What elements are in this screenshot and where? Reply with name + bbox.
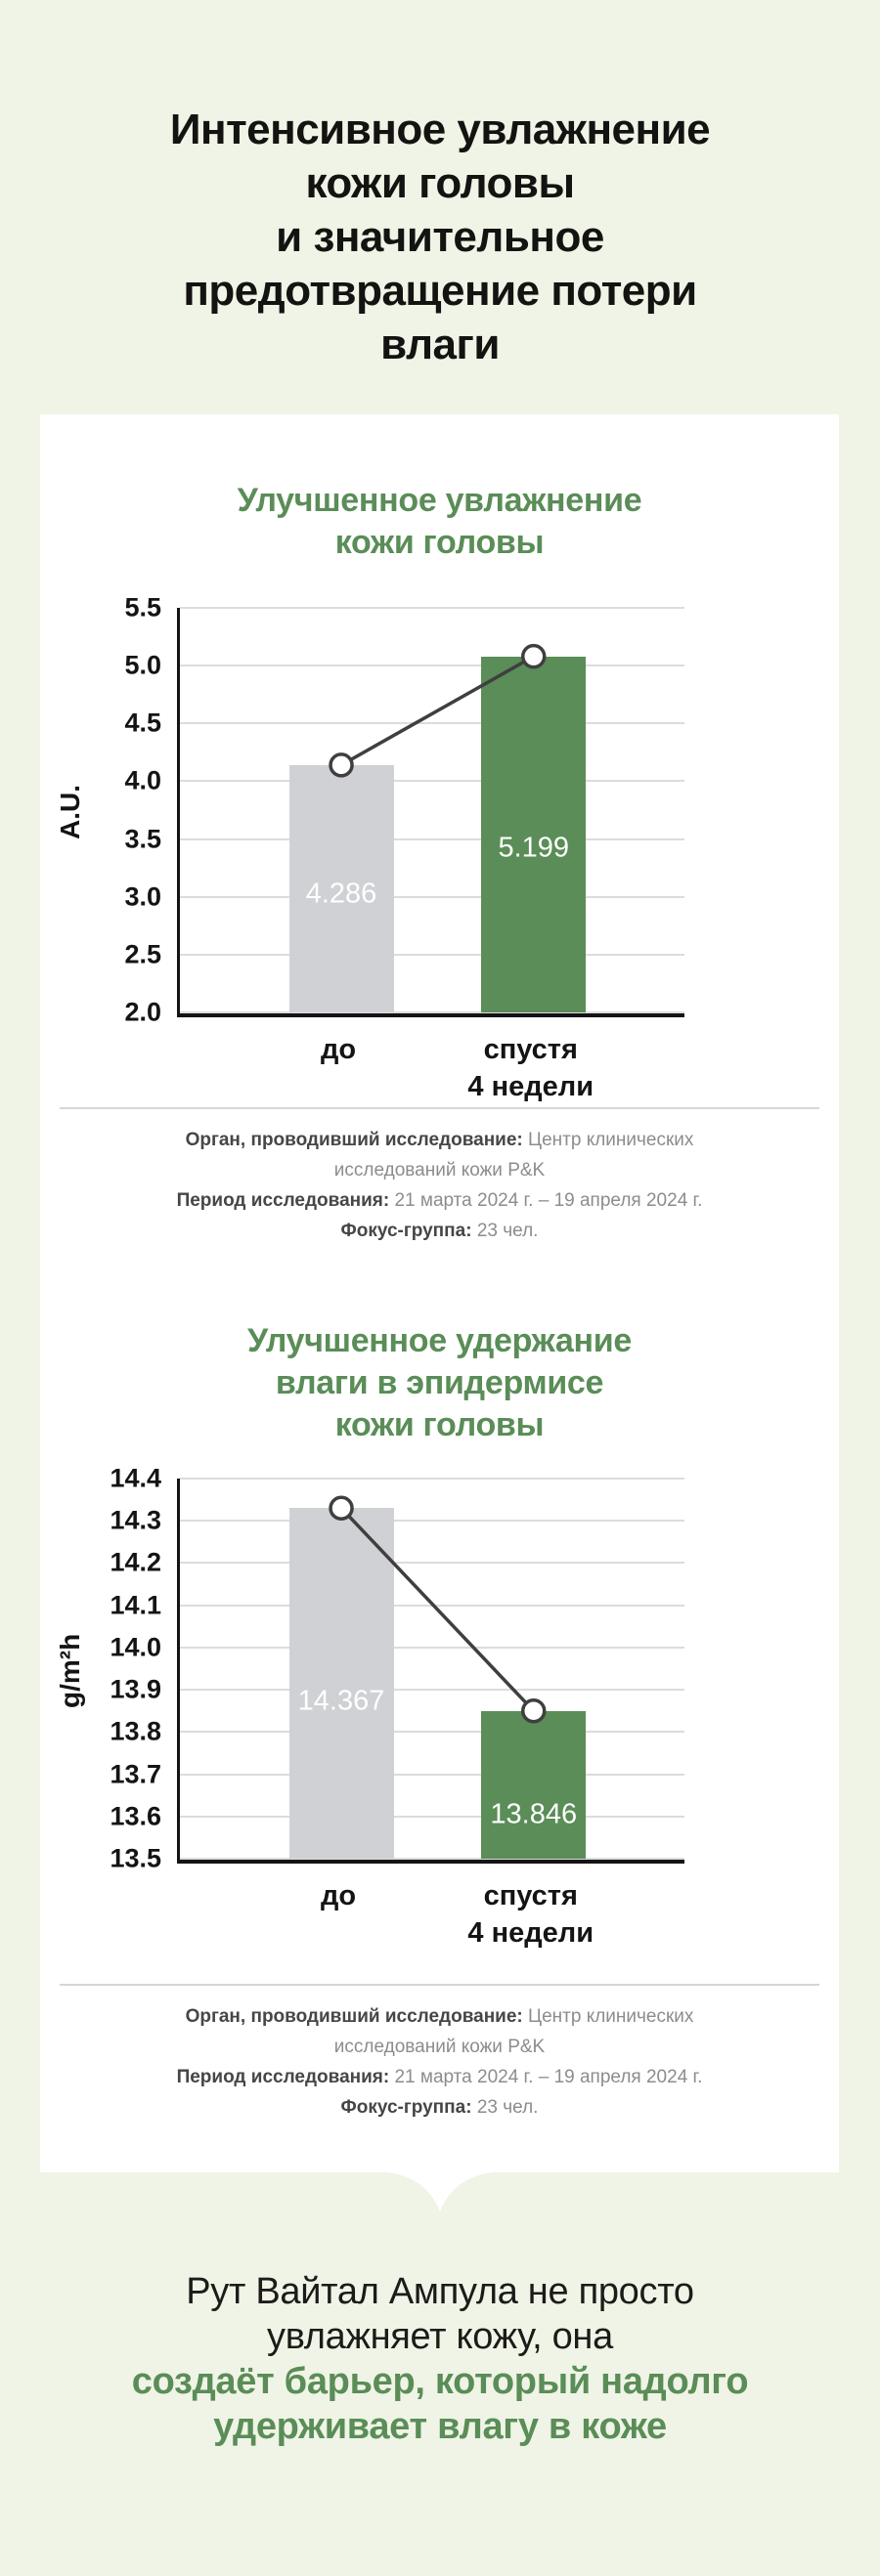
y-tick-label: 13.7 bbox=[110, 1759, 161, 1789]
gridline bbox=[180, 953, 684, 956]
divider bbox=[60, 1984, 819, 1986]
moisture-retention-bar-chart: g/m²h 14.4 14.3 14.2 14.1 14.0 13.9 13.8 13.7 13… bbox=[40, 1465, 839, 1984]
y-tick-label: 13.6 bbox=[110, 1801, 161, 1831]
bar-value-label: 4.286 bbox=[305, 878, 377, 909]
x-tick-label: до bbox=[320, 1034, 357, 1065]
gridline bbox=[180, 607, 684, 609]
study-info-line: Период исследования: 21 марта 2024 г. – … bbox=[147, 1185, 733, 1216]
study-info-line: Орган, проводивший исследование: Центр к… bbox=[147, 2001, 733, 2062]
gridline bbox=[180, 1858, 684, 1860]
footer-text-green: создаёт барьер, который надолго удержива… bbox=[131, 2361, 749, 2447]
gridline bbox=[180, 1478, 684, 1480]
footer-section: Рут Вайтал Ампула не просто увлажняет ко… bbox=[0, 2172, 880, 2449]
study-info-value: 23 чел. bbox=[471, 2097, 539, 2118]
study-info-label: Период исследования: bbox=[176, 2067, 390, 2087]
gridline bbox=[180, 780, 684, 783]
study-info-line: Орган, проводивший исследование: Центр к… bbox=[147, 1125, 733, 1185]
gridline bbox=[180, 1011, 684, 1013]
chart-section-moisture-retention: Улучшенное удержание влаги в эпидермисе … bbox=[40, 1246, 839, 2123]
bar: 5.199 bbox=[481, 656, 587, 1012]
y-tick-label: 5.5 bbox=[124, 592, 161, 623]
study-info-label: Период исследования: bbox=[176, 1190, 390, 1211]
gridline bbox=[180, 1689, 684, 1692]
y-axis-ticks: 14.4 14.3 14.2 14.1 14.0 13.9 13.8 13.7 13.6 13.5 bbox=[101, 1465, 177, 1871]
footer-text-dark: Рут Вайтал Ампула не просто увлажняет ко… bbox=[186, 2271, 694, 2357]
card-notch-decoration bbox=[388, 2172, 492, 2211]
y-tick-label: 13.9 bbox=[110, 1674, 161, 1704]
gridline bbox=[180, 1604, 684, 1607]
gridline bbox=[180, 722, 684, 725]
study-info-label: Фокус-группа: bbox=[340, 2097, 472, 2118]
divider bbox=[60, 1107, 819, 1109]
bar: 4.286 bbox=[288, 764, 394, 1012]
y-tick-label: 14.2 bbox=[110, 1547, 161, 1577]
plot-area: 14.367 13.846 bbox=[177, 1478, 684, 1864]
y-tick-label: 2.5 bbox=[124, 939, 161, 969]
gridline bbox=[180, 837, 684, 840]
x-tick-label: до bbox=[320, 1880, 357, 1911]
gridline bbox=[180, 1773, 684, 1776]
bar-value-label: 13.846 bbox=[490, 1798, 578, 1830]
study-info-label: Орган, проводивший исследование: bbox=[185, 2006, 523, 2027]
study-info-label: Орган, проводивший исследование: bbox=[185, 1130, 523, 1150]
content-card: Улучшенное увлажнение кожи головы A.U. 5… bbox=[40, 414, 839, 2172]
study-info-value: Центр клинических исследований кожи P&K bbox=[333, 1130, 694, 1181]
y-axis-unit-label: A.U. bbox=[55, 785, 85, 840]
y-tick-label: 3.5 bbox=[124, 824, 161, 854]
page-title: Интенсивное увлажнение кожи головы и зна… bbox=[169, 106, 711, 368]
x-axis-labels: до спустя 4 недели bbox=[177, 1864, 684, 1984]
y-tick-label: 5.0 bbox=[124, 650, 161, 680]
study-info-value: Центр клинических исследований кожи P&K bbox=[333, 2006, 694, 2057]
y-tick-label: 14.3 bbox=[110, 1505, 161, 1535]
gridline bbox=[180, 1731, 684, 1734]
chart-section-hydration: Улучшенное увлажнение кожи головы A.U. 5… bbox=[40, 414, 839, 1246]
gridline bbox=[180, 1646, 684, 1649]
y-tick-label: 13.8 bbox=[110, 1716, 161, 1746]
y-tick-label: 4.0 bbox=[124, 765, 161, 795]
study-info-line: Фокус-группа: 23 чел. bbox=[147, 2092, 733, 2123]
gridline bbox=[180, 1815, 684, 1818]
bar-value-label: 5.199 bbox=[498, 832, 570, 864]
y-axis-ticks: 5.5 5.0 4.5 4.0 3.5 3.0 2.5 2.0 bbox=[101, 594, 177, 1025]
study-info: Орган, проводивший исследование: Центр к… bbox=[147, 1125, 733, 1246]
x-axis-labels: до спустя 4 недели bbox=[177, 1017, 684, 1107]
study-info-value: 23 чел. bbox=[471, 1221, 539, 1241]
study-info: Орган, проводивший исследование: Центр к… bbox=[147, 2001, 733, 2123]
y-tick-label: 2.0 bbox=[124, 997, 161, 1027]
bar: 14.367 bbox=[288, 1508, 394, 1859]
chart-title-hydration: Улучшенное увлажнение кожи головы bbox=[237, 482, 642, 561]
study-info-value: 21 марта 2024 г. – 19 апреля 2024 г. bbox=[389, 1190, 703, 1211]
connector-line-overlay bbox=[329, 643, 547, 778]
x-tick-label: спустя 4 недели bbox=[467, 1880, 594, 1949]
x-tick-label: спустя 4 недели bbox=[467, 1034, 594, 1102]
y-tick-label: 4.5 bbox=[124, 708, 161, 738]
y-tick-label: 14.4 bbox=[110, 1463, 161, 1493]
y-axis-unit-label: g/m²h bbox=[55, 1633, 85, 1709]
y-tick-label: 13.5 bbox=[110, 1843, 161, 1873]
study-info-line: Период исследования: 21 марта 2024 г. – … bbox=[147, 2062, 733, 2092]
connector-line-overlay bbox=[329, 1495, 547, 1724]
study-info-line: Фокус-группа: 23 чел. bbox=[147, 1216, 733, 1246]
study-info-label: Фокус-группа: bbox=[340, 1221, 472, 1241]
study-info-value: 21 марта 2024 г. – 19 апреля 2024 г. bbox=[389, 2067, 703, 2087]
hydration-bar-chart: A.U. 5.5 5.0 4.5 4.0 3.5 3.0 2.5 2.0 4.286 5.199… bbox=[40, 594, 839, 1107]
gridline bbox=[180, 895, 684, 898]
bar: 13.846 bbox=[481, 1710, 587, 1859]
y-tick-label: 3.0 bbox=[124, 881, 161, 912]
chart-title-moisture-retention: Улучшенное удержание влаги в эпидермисе … bbox=[247, 1322, 632, 1443]
gridline bbox=[180, 665, 684, 667]
gridline bbox=[180, 1562, 684, 1565]
gridline bbox=[180, 1520, 684, 1523]
bar-value-label: 14.367 bbox=[297, 1685, 385, 1717]
y-tick-label: 14.1 bbox=[110, 1590, 161, 1620]
plot-area: 4.286 5.199 bbox=[177, 607, 684, 1017]
y-tick-label: 14.0 bbox=[110, 1632, 161, 1662]
